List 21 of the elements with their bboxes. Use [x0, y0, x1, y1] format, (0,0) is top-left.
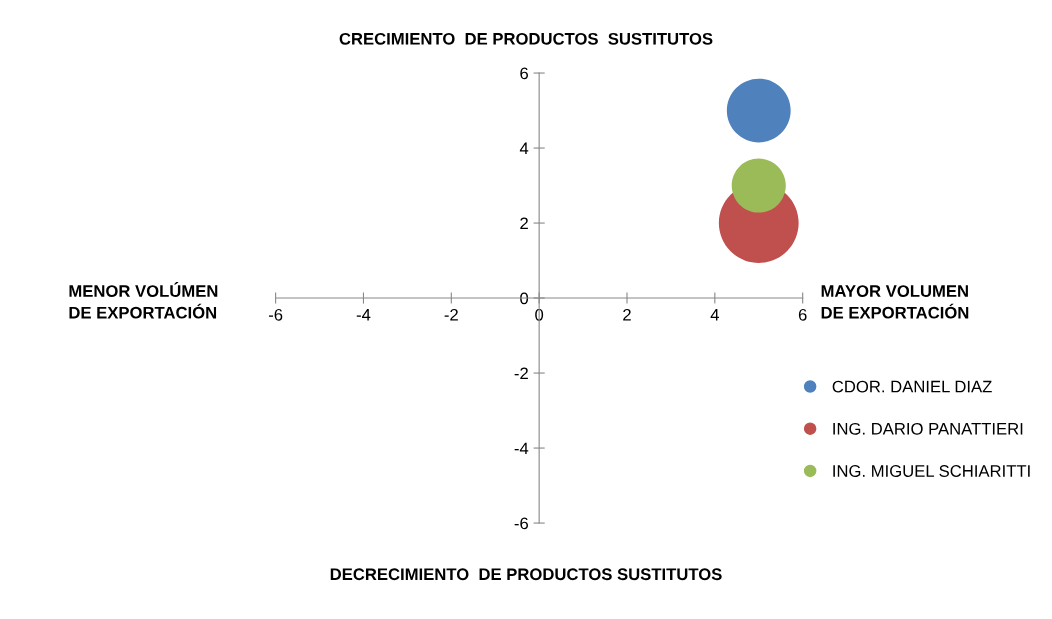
legend-label: CDOR. DANIEL DIAZ [832, 380, 992, 393]
y-tick-label: -6 [514, 517, 528, 530]
x-tick-label: -6 [268, 308, 283, 321]
y-tick-label: -4 [514, 442, 529, 455]
y-tick-label: 0 [520, 292, 529, 305]
legend-label: ING. MIGUEL SCHIARITTI [833, 465, 1030, 477]
y-tick-label: 2 [520, 217, 528, 230]
text: CRECIMIENTO DE PRODUCTOS SUSTITUTOS [339, 32, 713, 45]
x-tick-label: -2 [444, 308, 458, 321]
y-tick-label: 6 [520, 67, 528, 80]
text: MAYOR VOLUMEN DE EXPORTACIÓN [821, 285, 969, 319]
x-tick-label: 4 [710, 309, 719, 321]
y-tick-label: 4 [519, 142, 529, 155]
text: DECRECIMIENTO DE PRODUCTOS SUSTITUTOS [330, 568, 722, 581]
x-tick-label: 2 [623, 308, 631, 321]
x-tick-label: -4 [356, 309, 371, 321]
y-tick-label: -2 [514, 367, 528, 380]
x-tick-label: 0 [535, 308, 544, 321]
x-tick-label: 6 [798, 308, 807, 321]
legend-label: ING. DARIO PANATTIERI [833, 422, 1023, 435]
text: MENOR VOLÚMEN DE EXPORTACIÓN [69, 282, 218, 319]
